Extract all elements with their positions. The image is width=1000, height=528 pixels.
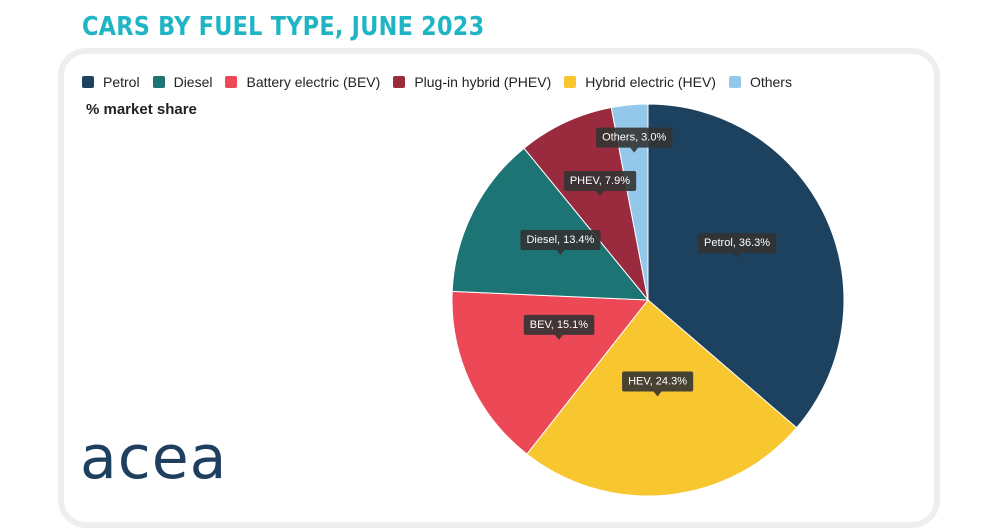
chart-title: CARS BY FUEL TYPE, JUNE 2023	[82, 12, 485, 42]
legend-label-phev: Plug-in hybrid (PHEV)	[414, 74, 552, 90]
pie-slice-battery-electric-bev[interactable]	[451, 290, 649, 455]
legend: Petrol Diesel Battery electric (BEV) Plu…	[82, 74, 805, 90]
data-label-diesel: Diesel, 13.4%	[520, 230, 601, 256]
legend-item-bev[interactable]: Battery electric (BEV)	[225, 74, 380, 90]
legend-swatch-bev	[225, 76, 238, 88]
legend-item-others[interactable]: Others	[728, 74, 792, 90]
legend-item-hev[interactable]: Hybrid electric (HEV)	[564, 74, 716, 90]
data-label-petrol: Petrol, 36.3%	[698, 233, 777, 259]
pie-chart: Petrol, 36.3% HEV, 24.3% BEV, 15.1% Diesel,…	[451, 103, 845, 497]
pie-slice-hybrid-electric-hev[interactable]	[526, 299, 798, 497]
pie-slice-others[interactable]	[610, 103, 649, 301]
legend-item-phev[interactable]: Plug-in hybrid (PHEV)	[393, 74, 551, 90]
data-label-text-hybrid-electric-hev: HEV, 24.3%	[628, 376, 687, 388]
legend-label-petrol: Petrol	[103, 74, 140, 90]
legend-swatch-petrol	[82, 76, 94, 88]
legend-item-diesel[interactable]: Diesel	[152, 74, 213, 90]
legend-label-others: Others	[749, 74, 792, 90]
unit-label: % market share	[86, 101, 197, 118]
data-label-others: Others, 3.0%	[596, 127, 673, 153]
legend-label-hev: Hybrid electric (HEV)	[585, 74, 716, 90]
data-label-text-others: Others, 3.0%	[602, 132, 666, 144]
data-label-hybrid-electric-hev: HEV, 24.3%	[622, 371, 694, 397]
legend-item-petrol[interactable]: Petrol	[82, 74, 140, 90]
data-label-text-battery-electric-bev: BEV, 15.1%	[530, 319, 589, 331]
data-label-text-diesel: Diesel, 13.4%	[526, 234, 594, 246]
data-label-text-petrol: Petrol, 36.3%	[704, 237, 770, 249]
data-label-battery-electric-bev: BEV, 15.1%	[523, 314, 595, 340]
pie-slice-plug-in-hybrid-phev[interactable]	[523, 106, 649, 301]
data-label-plug-in-hybrid-phev: PHEV, 7.9%	[563, 170, 637, 196]
acea-logo: acea	[80, 423, 228, 493]
legend-label-bev: Battery electric (BEV)	[246, 74, 381, 90]
legend-label-diesel: Diesel	[173, 74, 213, 90]
legend-swatch-hev	[564, 76, 577, 88]
legend-swatch-diesel	[152, 76, 165, 88]
legend-swatch-phev	[393, 76, 406, 88]
pie-slice-petrol[interactable]	[647, 103, 845, 429]
pie-slice-diesel[interactable]	[451, 147, 650, 301]
legend-swatch-others	[728, 76, 741, 88]
data-label-text-plug-in-hybrid-phev: PHEV, 7.9%	[570, 175, 630, 187]
